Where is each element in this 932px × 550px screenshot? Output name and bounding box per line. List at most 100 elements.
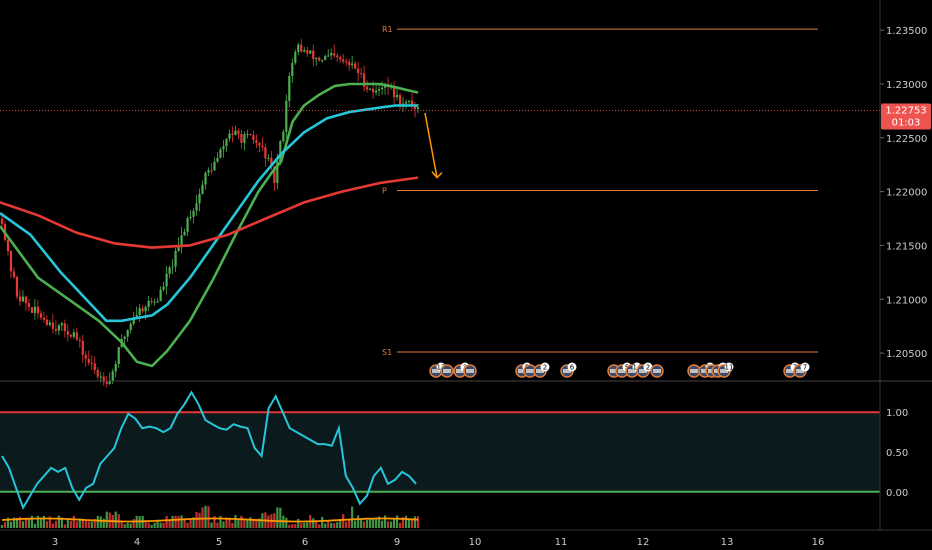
volume-bar	[231, 523, 234, 528]
countdown-label: 01:03	[892, 118, 921, 129]
volume-bar	[9, 521, 13, 528]
candle-body	[156, 301, 159, 303]
volume-bar	[267, 515, 270, 528]
time-tick-label: 16	[812, 537, 825, 548]
event-flag-stripe	[796, 369, 804, 373]
volume-bar	[377, 516, 381, 528]
time-tick-label: 13	[721, 537, 734, 548]
event-count-label: 6	[570, 364, 575, 372]
candle-body	[291, 62, 294, 76]
candle-body	[324, 56, 327, 60]
volume-average-line	[1, 517, 419, 523]
time-tick-label: 4	[134, 537, 140, 548]
volume-bar	[213, 516, 216, 528]
event-flag-stripe	[653, 369, 661, 373]
event-count-bubble	[800, 362, 810, 372]
candle-body	[273, 166, 276, 183]
volume-bar	[416, 516, 420, 528]
candle-body	[351, 63, 354, 66]
candle-body	[21, 296, 25, 302]
candle-body	[270, 157, 273, 167]
event-count-label: 13	[437, 364, 446, 372]
candle-body	[407, 100, 411, 102]
volume-bar	[228, 517, 231, 528]
candle-body	[171, 266, 174, 268]
candle-body	[282, 131, 285, 142]
volume-bar	[33, 523, 37, 528]
candle-body	[246, 133, 249, 135]
volume-bar	[363, 521, 366, 528]
volume-bar	[69, 520, 72, 528]
candle-body	[186, 218, 189, 232]
projection-arrow	[424, 112, 438, 178]
candle-body	[198, 193, 201, 204]
candle-body	[195, 203, 198, 211]
volume-bar	[279, 507, 282, 528]
candle-body	[153, 301, 156, 303]
time-tick-label: 11	[555, 537, 568, 548]
volume-bar	[330, 522, 333, 528]
volume-bar	[216, 522, 219, 528]
candle-body	[375, 90, 378, 93]
candle-body	[81, 340, 84, 355]
candle-body	[96, 369, 99, 377]
volume-bar	[60, 517, 63, 528]
price-tick-label: 1.21000	[886, 295, 927, 306]
event-flag-stripe	[690, 369, 698, 373]
indicator-pane[interactable]	[0, 390, 880, 528]
candle-body	[129, 323, 132, 331]
candle-body	[297, 44, 300, 52]
candle-body	[39, 313, 43, 318]
volume-bar	[327, 519, 330, 528]
candle-body	[66, 331, 69, 335]
candle-body	[60, 323, 63, 326]
candle-body	[189, 216, 192, 219]
candle-body	[228, 133, 231, 139]
volume-bar	[57, 515, 60, 528]
volume-bar	[219, 516, 222, 528]
event-flag-stripe	[628, 369, 636, 373]
price-tick-label: 1.20500	[886, 349, 927, 360]
volume-bar	[380, 520, 384, 528]
candle-body	[309, 50, 312, 54]
candle-body	[243, 134, 246, 143]
candle-body	[78, 339, 81, 341]
volume-bar	[294, 524, 297, 528]
candle-body	[336, 55, 339, 58]
candle-body	[354, 63, 357, 69]
candle-body	[144, 306, 147, 312]
volume-bar	[153, 522, 156, 528]
candle-body	[18, 296, 22, 302]
volume-bar	[249, 517, 252, 528]
candle-body	[15, 277, 19, 297]
event-flag-stripe	[701, 369, 709, 373]
candle-body	[404, 101, 408, 104]
candle-body	[210, 170, 213, 172]
candle-body	[132, 317, 135, 324]
event-count-bubble	[643, 362, 653, 372]
volume-bar	[258, 518, 261, 528]
pivot-label-s1: S1	[382, 348, 392, 357]
candle-body	[377, 89, 381, 91]
volume-bar	[51, 523, 54, 528]
volume-bar	[222, 521, 225, 528]
candle-body	[138, 308, 141, 316]
candle-body	[111, 371, 114, 381]
candle-body	[159, 289, 162, 302]
candle-body	[168, 267, 171, 274]
time-tick-label: 10	[469, 537, 482, 548]
candle-body	[24, 296, 28, 304]
oscillator-line	[1, 390, 417, 511]
candle-body	[12, 271, 16, 278]
candle-body	[27, 303, 31, 308]
candle-body	[30, 307, 34, 313]
volume-bars	[0, 505, 420, 528]
event-flag-stripe	[518, 369, 526, 373]
volume-bar	[78, 518, 81, 528]
candle-body	[174, 250, 177, 267]
price-tick-label: 1.23000	[886, 80, 927, 91]
volume-bar	[183, 518, 186, 528]
